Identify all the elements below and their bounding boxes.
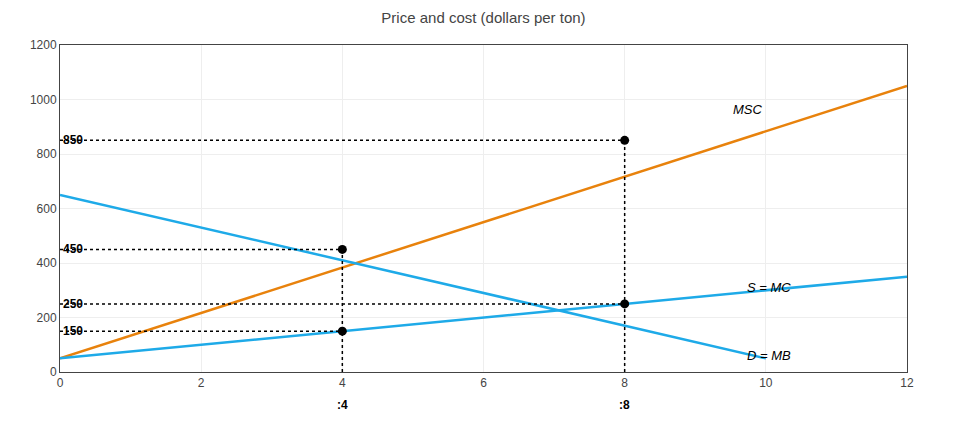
svg-text:6: 6 bbox=[480, 376, 487, 390]
svg-text::8: :8 bbox=[619, 398, 630, 412]
svg-text:450: 450 bbox=[63, 242, 83, 256]
svg-text:850: 850 bbox=[63, 133, 83, 147]
svg-text:S = MC: S = MC bbox=[747, 280, 791, 295]
svg-text:2: 2 bbox=[198, 376, 205, 390]
svg-text:200: 200 bbox=[37, 311, 57, 325]
svg-text:0: 0 bbox=[50, 365, 57, 379]
svg-text:12: 12 bbox=[900, 376, 914, 390]
svg-text:0: 0 bbox=[57, 376, 64, 390]
svg-text:MSC: MSC bbox=[733, 102, 763, 117]
svg-text:250: 250 bbox=[63, 297, 83, 311]
svg-text:1200: 1200 bbox=[30, 38, 57, 52]
svg-text::4: :4 bbox=[337, 398, 348, 412]
svg-text:600: 600 bbox=[37, 202, 57, 216]
svg-text:4: 4 bbox=[339, 376, 346, 390]
svg-text:D = MB: D = MB bbox=[747, 348, 791, 363]
svg-text:400: 400 bbox=[37, 256, 57, 270]
svg-text:8: 8 bbox=[621, 376, 628, 390]
svg-text:10: 10 bbox=[759, 376, 773, 390]
svg-text:Price and cost (dollars per to: Price and cost (dollars per ton) bbox=[381, 9, 585, 26]
svg-text:150: 150 bbox=[63, 324, 83, 338]
svg-text:800: 800 bbox=[37, 147, 57, 161]
svg-text:1000: 1000 bbox=[30, 93, 57, 107]
